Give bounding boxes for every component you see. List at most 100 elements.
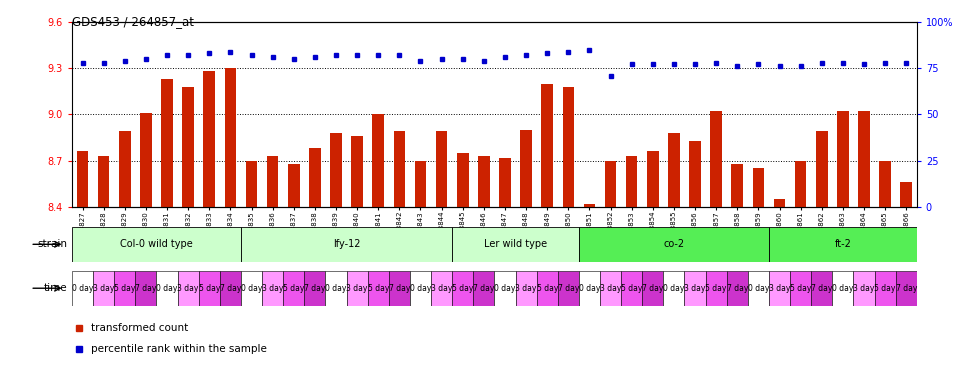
Bar xyxy=(204,71,215,207)
Bar xyxy=(727,271,748,306)
Bar xyxy=(436,131,447,207)
Bar xyxy=(558,271,579,306)
Bar xyxy=(351,136,363,207)
Text: 7 day: 7 day xyxy=(135,284,156,293)
Bar xyxy=(541,83,553,207)
Text: lfy-12: lfy-12 xyxy=(333,239,360,249)
Text: 3 day: 3 day xyxy=(93,284,114,293)
Text: 3 day: 3 day xyxy=(431,284,452,293)
Text: Ler wild type: Ler wild type xyxy=(484,239,547,249)
Bar xyxy=(668,133,680,207)
Bar xyxy=(769,227,917,262)
Bar xyxy=(605,161,616,207)
Text: 7 day: 7 day xyxy=(642,284,663,293)
Text: 5 day: 5 day xyxy=(199,284,220,293)
Bar xyxy=(241,271,262,306)
Bar xyxy=(246,161,257,207)
Text: Col-0 wild type: Col-0 wild type xyxy=(120,239,193,249)
Text: time: time xyxy=(43,283,67,293)
Text: percentile rank within the sample: percentile rank within the sample xyxy=(90,344,267,354)
Bar xyxy=(499,157,511,207)
Bar xyxy=(93,271,114,306)
Text: 0 day: 0 day xyxy=(325,284,347,293)
Bar xyxy=(262,271,283,306)
Text: 7 day: 7 day xyxy=(389,284,410,293)
Bar xyxy=(753,168,764,207)
Text: 0 day: 0 day xyxy=(663,284,684,293)
Text: 0 day: 0 day xyxy=(241,284,262,293)
Bar xyxy=(288,164,300,207)
Bar xyxy=(537,271,558,306)
Bar xyxy=(896,271,917,306)
Bar xyxy=(457,153,468,207)
Text: 0 day: 0 day xyxy=(156,284,178,293)
Bar xyxy=(182,87,194,207)
Bar xyxy=(626,156,637,207)
Bar xyxy=(98,156,109,207)
Bar xyxy=(816,131,828,207)
Bar xyxy=(642,271,663,306)
Bar xyxy=(140,113,152,207)
Text: 5 day: 5 day xyxy=(875,284,896,293)
Bar xyxy=(72,227,241,262)
Bar xyxy=(858,111,870,207)
Bar xyxy=(732,164,743,207)
Bar xyxy=(900,182,912,207)
Bar xyxy=(372,114,384,207)
Bar xyxy=(790,271,811,306)
Bar xyxy=(706,271,727,306)
Text: 0 day: 0 day xyxy=(832,284,853,293)
Text: 3 day: 3 day xyxy=(347,284,368,293)
Bar xyxy=(77,151,88,207)
Bar xyxy=(156,271,178,306)
Text: 7 day: 7 day xyxy=(473,284,494,293)
Text: 3 day: 3 day xyxy=(178,284,199,293)
Bar xyxy=(394,131,405,207)
Bar xyxy=(879,161,891,207)
Bar xyxy=(853,271,875,306)
Bar xyxy=(621,271,642,306)
Bar xyxy=(563,87,574,207)
Text: 7 day: 7 day xyxy=(727,284,748,293)
Bar xyxy=(161,79,173,207)
Bar xyxy=(684,271,706,306)
Bar xyxy=(347,271,368,306)
Text: 3 day: 3 day xyxy=(684,284,706,293)
Bar xyxy=(325,271,347,306)
Text: 5 day: 5 day xyxy=(706,284,727,293)
Text: 5 day: 5 day xyxy=(452,284,473,293)
Bar xyxy=(748,271,769,306)
Bar xyxy=(832,271,853,306)
Bar xyxy=(178,271,199,306)
Bar xyxy=(769,271,790,306)
Text: 7 day: 7 day xyxy=(304,284,325,293)
Bar xyxy=(415,161,426,207)
Text: 5 day: 5 day xyxy=(537,284,558,293)
Bar xyxy=(520,130,532,207)
Bar xyxy=(241,227,452,262)
Bar xyxy=(220,271,241,306)
Bar xyxy=(452,271,473,306)
Bar xyxy=(114,271,135,306)
Text: 5 day: 5 day xyxy=(621,284,642,293)
Bar xyxy=(811,271,832,306)
Bar xyxy=(119,131,131,207)
Text: 0 day: 0 day xyxy=(579,284,600,293)
Text: 0 day: 0 day xyxy=(72,284,93,293)
Bar xyxy=(304,271,325,306)
Text: 3 day: 3 day xyxy=(769,284,790,293)
Bar xyxy=(225,68,236,207)
Bar xyxy=(431,271,452,306)
Bar xyxy=(267,156,278,207)
Bar xyxy=(600,271,621,306)
Bar xyxy=(689,141,701,207)
Text: ft-2: ft-2 xyxy=(834,239,852,249)
Text: 3 day: 3 day xyxy=(853,284,875,293)
Bar xyxy=(516,271,537,306)
Bar xyxy=(199,271,220,306)
Bar xyxy=(663,271,684,306)
Text: co-2: co-2 xyxy=(663,239,684,249)
Text: 7 day: 7 day xyxy=(220,284,241,293)
Bar xyxy=(283,271,304,306)
Bar xyxy=(368,271,389,306)
